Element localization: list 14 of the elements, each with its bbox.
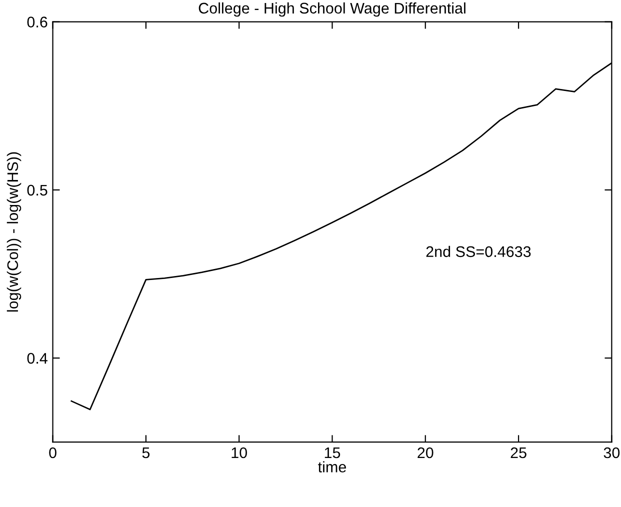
x-tick-label: 10 bbox=[232, 447, 247, 458]
x-tick-label: 25 bbox=[510, 447, 526, 458]
x-tick-label: 30 bbox=[604, 447, 620, 458]
y-axis-title: log(w(Col)) - log(w(HS)) bbox=[6, 152, 22, 312]
x-tick-label: 0 bbox=[49, 447, 56, 458]
y-tick-label: 0.6 bbox=[27, 16, 48, 28]
y-tick-label: 0.4 bbox=[27, 352, 48, 364]
chart-title: College - High School Wage Differential bbox=[198, 2, 466, 17]
x-tick-label: 20 bbox=[418, 447, 434, 458]
annotation: 2nd SS=0.4633 bbox=[426, 246, 531, 258]
x-tick-label: 15 bbox=[324, 448, 340, 458]
x-axis-title: time bbox=[318, 461, 346, 472]
y-tick-label: 0.5 bbox=[27, 184, 48, 196]
x-tick-label: 5 bbox=[142, 448, 150, 458]
